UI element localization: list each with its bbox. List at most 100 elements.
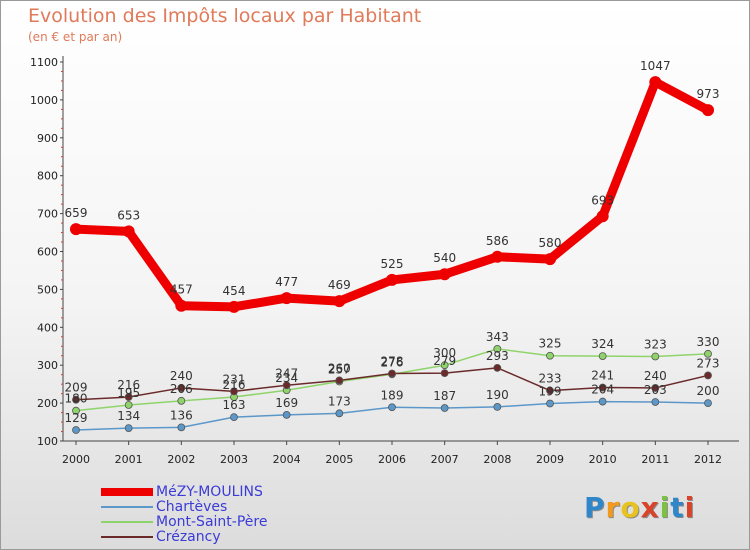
- data-point: [122, 225, 135, 238]
- data-label: 540: [433, 251, 456, 265]
- y-tick-label: 700: [37, 208, 58, 221]
- data-point: [598, 383, 607, 392]
- y-tick-label: 500: [37, 283, 58, 296]
- x-tick-label: 2001: [115, 453, 143, 466]
- data-point: [598, 352, 607, 361]
- data-point: [651, 398, 660, 406]
- x-tick-label: 2005: [325, 453, 353, 466]
- data-label: 180: [65, 392, 88, 406]
- data-label: 189: [381, 388, 404, 402]
- data-point: [651, 352, 660, 361]
- legend-label: Crézancy: [156, 529, 221, 545]
- chart-subtitle: (en € et par an): [28, 30, 123, 44]
- legend-swatch: [101, 488, 153, 496]
- logo-letter: o: [620, 491, 641, 524]
- data-label: 324: [591, 337, 614, 351]
- data-label: 231: [223, 372, 246, 386]
- data-label: 195: [117, 386, 140, 400]
- data-point: [124, 401, 133, 409]
- logo-letter: t: [670, 491, 685, 524]
- x-tick-label: 2012: [694, 453, 722, 466]
- y-tick-label: 300: [37, 359, 58, 372]
- data-point: [651, 384, 660, 392]
- data-point: [228, 300, 240, 313]
- data-label: 477: [275, 275, 298, 289]
- data-point: [280, 292, 293, 305]
- legend-swatch: [101, 521, 153, 523]
- logo-letter: P: [584, 491, 606, 524]
- data-label: 693: [591, 193, 614, 207]
- data-label: 204: [591, 383, 614, 397]
- data-label: 273: [697, 356, 720, 370]
- data-label: 525: [381, 257, 404, 271]
- data-point: [333, 295, 346, 308]
- data-point: [388, 369, 396, 378]
- data-point: [72, 395, 80, 404]
- x-tick-label: 2009: [536, 453, 564, 466]
- data-label: 276: [381, 355, 404, 369]
- x-tick-label: 2006: [378, 453, 406, 466]
- data-point: [72, 426, 80, 434]
- y-tick-label: 200: [37, 397, 58, 410]
- legend-label: Chartèves: [156, 499, 228, 515]
- data-label: 173: [328, 394, 351, 408]
- legend-label: Mont-Saint-Père: [156, 514, 268, 530]
- data-point: [546, 351, 554, 360]
- data-point: [388, 403, 396, 412]
- line-chart: 100 200 300 400 500 600 700 800 900 1000 1100 2000 2…: [30, 56, 739, 466]
- y-tick-label: 1000: [30, 94, 58, 107]
- data-label: 169: [275, 396, 298, 410]
- data-label: 454: [223, 284, 246, 298]
- y-tick-label: 100: [37, 435, 58, 448]
- y-tick-label: 600: [37, 246, 58, 259]
- data-label: 187: [433, 389, 456, 403]
- data-label: 240: [644, 369, 667, 383]
- chart-title: Evolution des Impôts locaux par Habitant: [28, 5, 422, 27]
- data-label: 163: [223, 398, 246, 412]
- data-point: [546, 399, 554, 408]
- data-point: [704, 349, 712, 358]
- x-tick-label: 2000: [62, 453, 90, 466]
- data-label: 323: [644, 337, 667, 351]
- data-label: 234: [275, 371, 298, 385]
- data-label: 241: [591, 369, 614, 383]
- data-label: 206: [170, 382, 193, 396]
- y-tick-label: 800: [37, 170, 58, 183]
- legend-swatch: [101, 506, 153, 508]
- logo-letter: r: [605, 491, 621, 524]
- data-label: 247: [275, 366, 298, 380]
- data-point: [493, 345, 502, 353]
- data-point: [124, 393, 133, 401]
- data-point: [230, 413, 238, 422]
- data-point: [704, 399, 712, 408]
- x-tick-label: 2008: [483, 453, 511, 466]
- data-label: 190: [486, 388, 509, 402]
- legend-item: MéZY-MOULINS: [101, 484, 341, 500]
- data-point: [177, 423, 186, 432]
- data-label: 199: [539, 384, 562, 398]
- data-label: 134: [117, 409, 140, 423]
- proxiti-logo: Proxiti: [584, 491, 695, 524]
- data-point: [230, 387, 238, 396]
- data-label: 586: [486, 234, 509, 248]
- data-point: [70, 223, 82, 236]
- data-label: 659: [65, 206, 88, 220]
- data-label: 293: [486, 349, 509, 363]
- legend-label: MéZY-MOULINS: [156, 484, 263, 500]
- data-point: [440, 369, 449, 378]
- data-label: 129: [65, 411, 88, 425]
- data-label: 233: [539, 372, 562, 386]
- data-point: [704, 371, 712, 380]
- data-label: 240: [170, 369, 193, 383]
- data-label: 278: [381, 355, 404, 369]
- legend: MéZY-MOULINS Chartèves Mont-Saint-Père Créz…: [101, 484, 341, 545]
- data-label: 279: [433, 354, 456, 368]
- data-point: [598, 397, 607, 406]
- data-label: 457: [170, 283, 193, 297]
- data-point: [546, 386, 554, 395]
- data-point: [72, 406, 80, 415]
- logo-letter: x: [640, 491, 660, 524]
- y-tick-label: 400: [37, 321, 58, 334]
- data-point: [440, 404, 449, 412]
